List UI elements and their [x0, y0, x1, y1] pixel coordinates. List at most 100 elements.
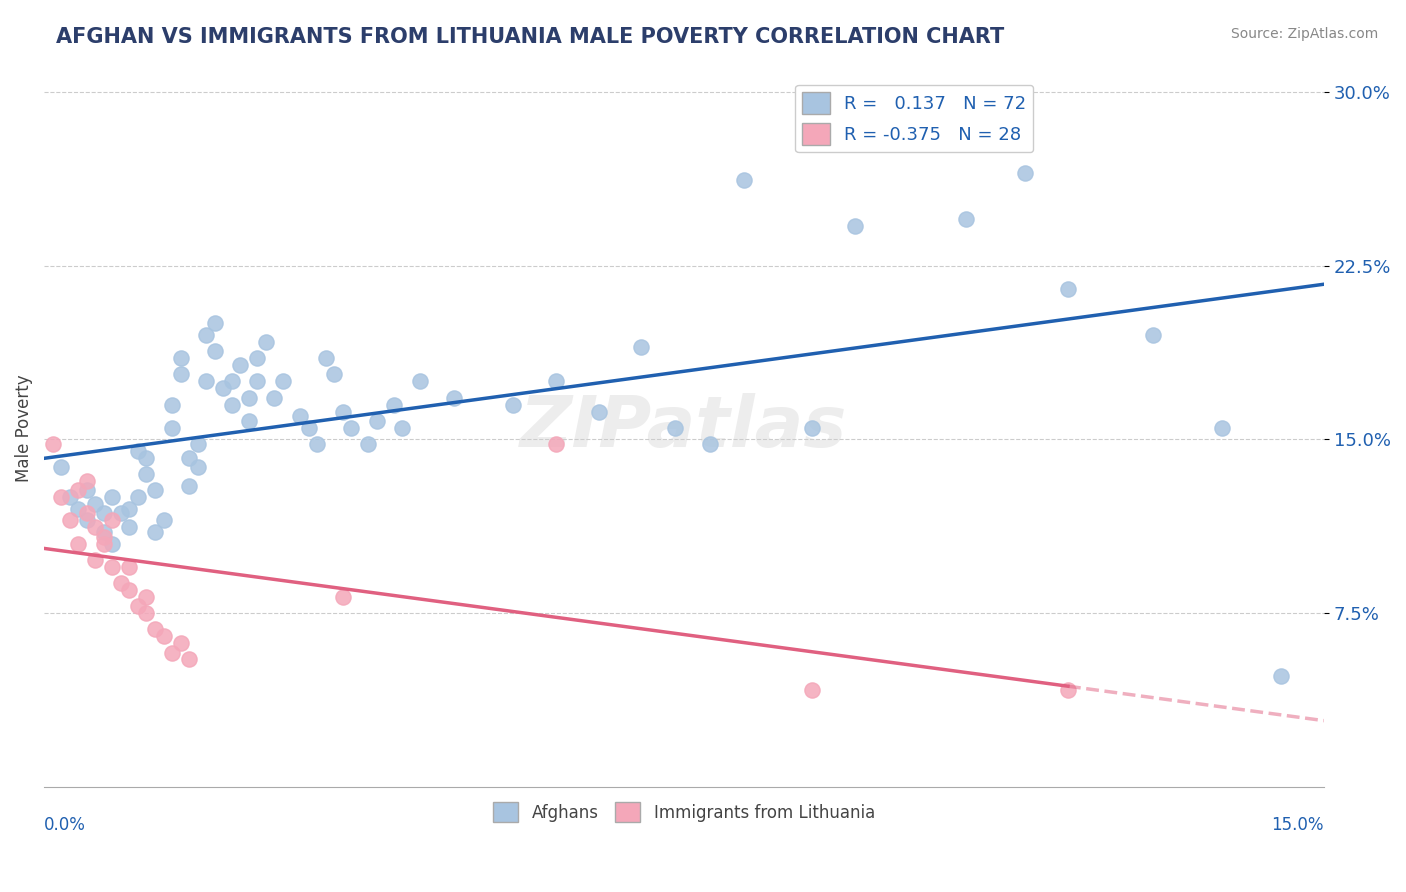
Point: [101, 536, 124, 550]
Point: [246, 375, 269, 389]
Point: [169, 368, 191, 382]
Point: [67, 501, 90, 516]
Point: [340, 421, 363, 435]
Point: [59, 490, 82, 504]
Point: [101, 559, 124, 574]
Point: [51, 490, 73, 504]
Point: [101, 490, 124, 504]
Point: [204, 344, 226, 359]
Point: [76, 513, 98, 527]
Point: [1057, 682, 1080, 697]
Point: [76, 507, 98, 521]
Point: [1211, 421, 1233, 435]
Point: [332, 404, 354, 418]
Point: [76, 474, 98, 488]
Point: [127, 490, 149, 504]
Point: [169, 636, 191, 650]
Point: [118, 520, 141, 534]
Point: [195, 328, 218, 343]
Point: [101, 513, 124, 527]
Point: [221, 398, 243, 412]
Point: [1014, 166, 1036, 180]
Point: [118, 582, 141, 597]
Point: [93, 536, 115, 550]
Point: [76, 483, 98, 498]
Point: [733, 173, 755, 187]
Point: [143, 524, 166, 539]
Point: [135, 606, 157, 620]
Point: [93, 507, 115, 521]
Point: [238, 391, 260, 405]
Point: [67, 536, 90, 550]
Point: [391, 421, 413, 435]
Point: [135, 450, 157, 465]
Point: [323, 368, 346, 382]
Point: [263, 391, 285, 405]
Point: [204, 317, 226, 331]
Point: [135, 467, 157, 481]
Point: [195, 375, 218, 389]
Y-axis label: Male Poverty: Male Poverty: [15, 374, 32, 482]
Point: [315, 351, 337, 366]
Point: [152, 513, 174, 527]
Point: [254, 334, 277, 349]
Point: [110, 507, 132, 521]
Point: [187, 460, 209, 475]
Point: [160, 421, 183, 435]
Point: [179, 652, 201, 666]
Point: [41, 437, 63, 451]
Point: [366, 414, 388, 428]
Point: [699, 437, 721, 451]
Point: [955, 212, 977, 227]
Point: [886, 131, 908, 145]
Text: Source: ZipAtlas.com: Source: ZipAtlas.com: [1230, 27, 1378, 41]
Point: [1057, 282, 1080, 296]
Point: [67, 483, 90, 498]
Point: [160, 646, 183, 660]
Point: [1270, 668, 1292, 682]
Point: [143, 623, 166, 637]
Point: [59, 513, 82, 527]
Point: [443, 391, 465, 405]
Point: [630, 340, 652, 354]
Point: [801, 682, 824, 697]
Point: [187, 437, 209, 451]
Text: AFGHAN VS IMMIGRANTS FROM LITHUANIA MALE POVERTY CORRELATION CHART: AFGHAN VS IMMIGRANTS FROM LITHUANIA MALE…: [56, 27, 1004, 46]
Point: [84, 520, 107, 534]
Point: [588, 404, 610, 418]
Point: [179, 450, 201, 465]
Point: [246, 351, 269, 366]
Text: ZIPatlas: ZIPatlas: [520, 393, 848, 462]
Point: [84, 553, 107, 567]
Point: [169, 351, 191, 366]
Point: [212, 381, 235, 395]
Point: [152, 629, 174, 643]
Point: [110, 576, 132, 591]
Point: [307, 437, 329, 451]
Point: [297, 421, 319, 435]
Point: [143, 483, 166, 498]
Point: [135, 590, 157, 604]
Point: [357, 437, 380, 451]
Text: 0.0%: 0.0%: [44, 815, 86, 834]
Point: [118, 501, 141, 516]
Point: [93, 530, 115, 544]
Point: [801, 421, 824, 435]
Point: [179, 478, 201, 492]
Point: [229, 358, 252, 372]
Point: [84, 497, 107, 511]
Legend: Afghans, Immigrants from Lithuania: Afghans, Immigrants from Lithuania: [486, 795, 882, 829]
Point: [544, 375, 567, 389]
Point: [664, 421, 686, 435]
Point: [502, 398, 524, 412]
Point: [238, 414, 260, 428]
Point: [221, 375, 243, 389]
Point: [118, 559, 141, 574]
Point: [288, 409, 311, 424]
Point: [1142, 328, 1164, 343]
Point: [127, 599, 149, 614]
Point: [544, 437, 567, 451]
Text: 15.0%: 15.0%: [1271, 815, 1324, 834]
Point: [408, 375, 430, 389]
Point: [382, 398, 405, 412]
